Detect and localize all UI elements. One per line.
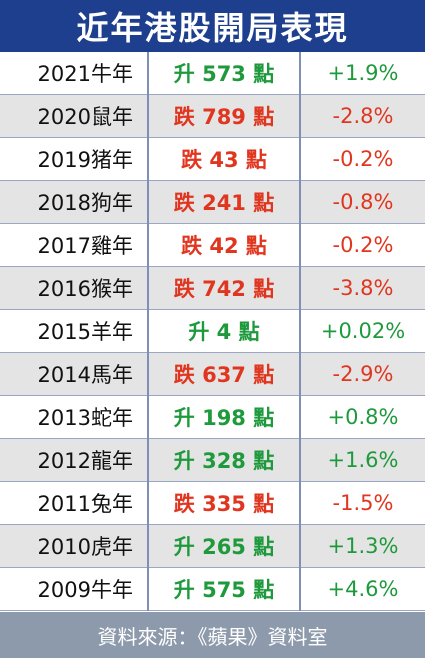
year-cell: 2009牛年 <box>0 567 148 611</box>
change-cell: 升 4 點 <box>147 309 300 353</box>
change-cell: 跌 637 點 <box>147 352 300 396</box>
change-cell: 升 573 點 <box>147 52 300 95</box>
percent-cell: -3.8% <box>299 266 425 310</box>
table-row: 2012龍年升 328 點 +1.6% <box>0 438 425 482</box>
year-cell: 2019猪年 <box>0 137 148 181</box>
percent-cell: -2.9% <box>299 352 425 396</box>
table-row: 2020鼠年跌 789 點 -2.8% <box>0 94 425 138</box>
table-row: 2010虎年升 265 點 +1.3% <box>0 524 425 568</box>
change-cell: 跌 789 點 <box>147 94 300 138</box>
source-note: 資料來源：《蘋果》資料室 <box>0 612 425 658</box>
year-cell: 2014馬年 <box>0 352 148 396</box>
table-row: 2014馬年跌 637 點 -2.9% <box>0 352 425 396</box>
change-cell: 跌 742 點 <box>147 266 300 310</box>
title: 近年港股開局表現 <box>0 0 425 52</box>
table-row: 2021牛年升 573 點 +1.9% <box>0 52 425 95</box>
change-cell: 跌 241 點 <box>147 180 300 224</box>
change-cell: 跌 43 點 <box>147 137 300 181</box>
table-row: 2013蛇年升 198 點 +0.8% <box>0 395 425 439</box>
percent-cell: +4.6% <box>299 567 425 611</box>
change-cell: 升 265 點 <box>147 524 300 568</box>
percent-cell: +0.02% <box>299 309 425 353</box>
percent-cell: -0.2% <box>299 223 425 267</box>
year-cell: 2018狗年 <box>0 180 148 224</box>
table-row: 2019猪年跌 43 點 -0.2% <box>0 137 425 181</box>
year-cell: 2017雞年 <box>0 223 148 267</box>
percent-cell: +1.9% <box>299 52 425 95</box>
percent-cell: +0.8% <box>299 395 425 439</box>
table-row: 2018狗年跌 241 點 -0.8% <box>0 180 425 224</box>
percent-cell: -2.8% <box>299 94 425 138</box>
table-row: 2009牛年升 575 點 +4.6% <box>0 567 425 611</box>
percent-cell: -0.2% <box>299 137 425 181</box>
year-cell: 2013蛇年 <box>0 395 148 439</box>
change-cell: 升 575 點 <box>147 567 300 611</box>
percent-cell: -1.5% <box>299 481 425 525</box>
table-row: 2016猴年跌 742 點 -3.8% <box>0 266 425 310</box>
year-cell: 2015羊年 <box>0 309 148 353</box>
table-row: 2017雞年跌 42 點 -0.2% <box>0 223 425 267</box>
percent-cell: +1.3% <box>299 524 425 568</box>
year-cell: 2011兔年 <box>0 481 148 525</box>
change-cell: 升 198 點 <box>147 395 300 439</box>
year-cell: 2021牛年 <box>0 52 148 95</box>
year-cell: 2012龍年 <box>0 438 148 482</box>
percent-cell: +1.6% <box>299 438 425 482</box>
percent-cell: -0.8% <box>299 180 425 224</box>
table: 2021牛年升 573 點 +1.9% 2020鼠年跌 789 點 -2.8% 2019… <box>0 52 425 611</box>
year-cell: 2010虎年 <box>0 524 148 568</box>
change-cell: 跌 42 點 <box>147 223 300 267</box>
table-row: 2011兔年跌 335 點 -1.5% <box>0 481 425 525</box>
change-cell: 跌 335 點 <box>147 481 300 525</box>
year-cell: 2020鼠年 <box>0 94 148 138</box>
table-row: 2015羊年升 4 點 +0.02% <box>0 309 425 353</box>
year-cell: 2016猴年 <box>0 266 148 310</box>
change-cell: 升 328 點 <box>147 438 300 482</box>
